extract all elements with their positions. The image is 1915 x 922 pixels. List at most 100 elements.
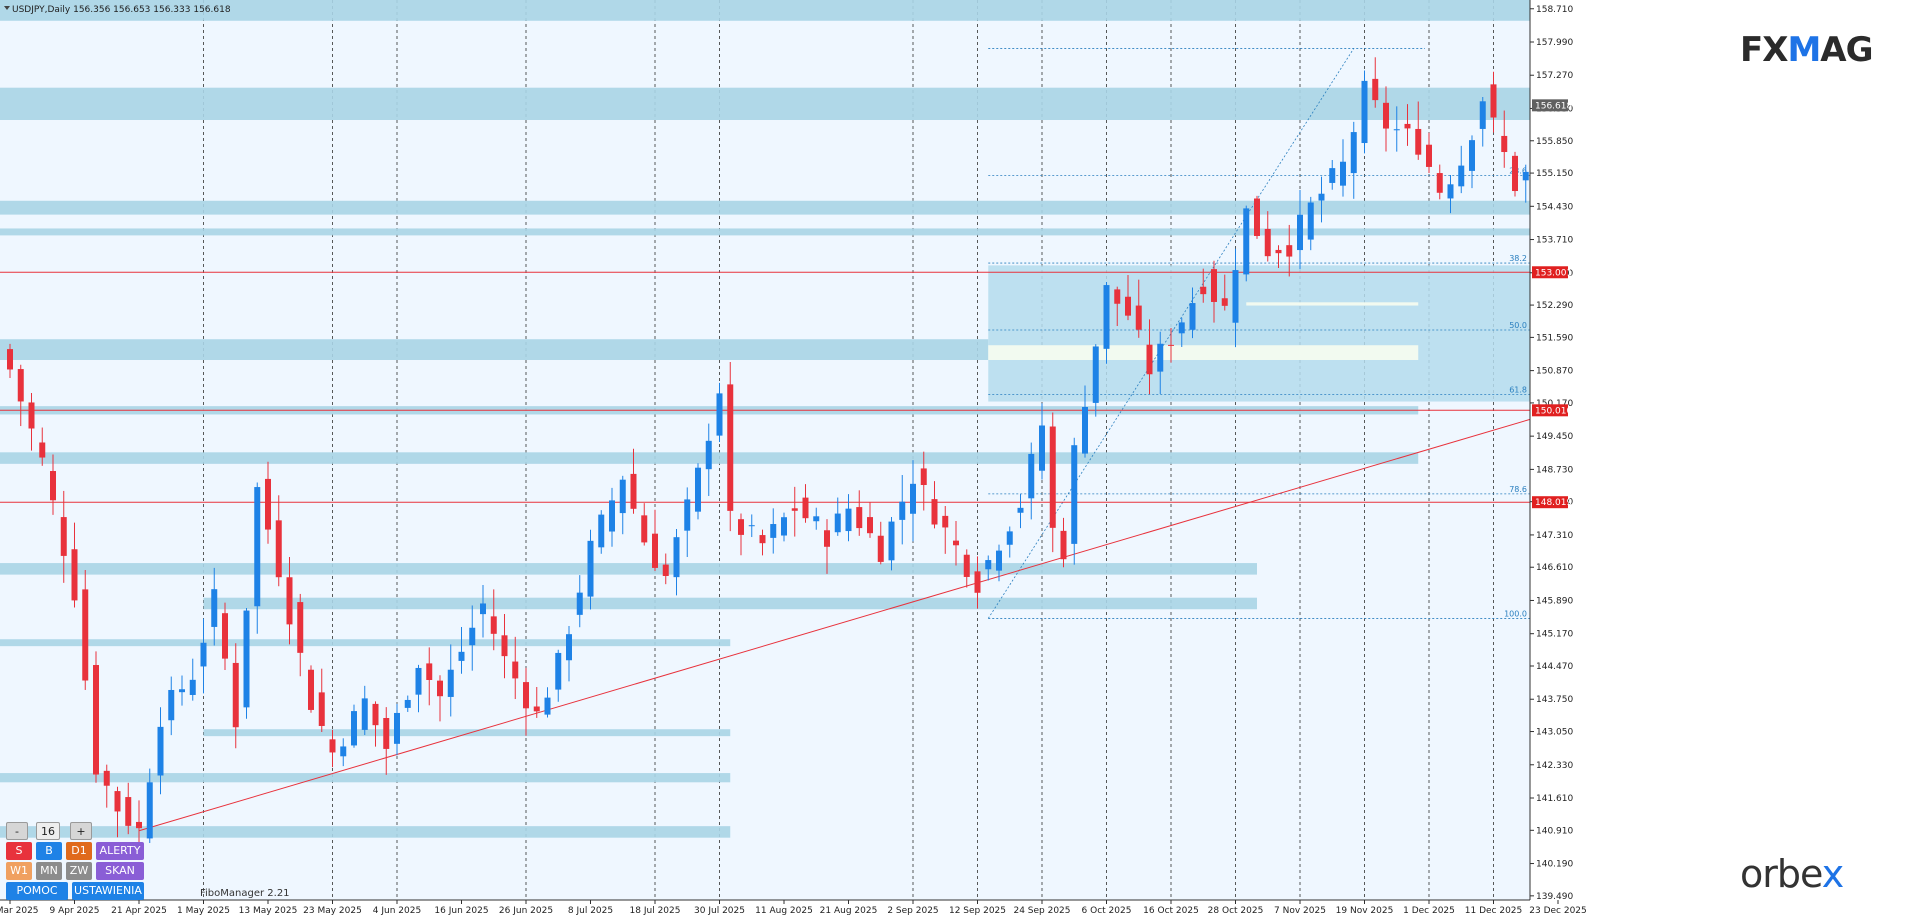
candle-body: [641, 515, 648, 543]
time-tick-label: 28 Oct 2025: [1208, 906, 1264, 916]
candle-body: [243, 610, 250, 708]
price-tick-label: 147.310: [1536, 531, 1573, 541]
candle-body: [318, 692, 325, 726]
candle-body: [888, 521, 895, 561]
price-tick-label: 139.490: [1536, 892, 1573, 902]
price-tick-label: 152.290: [1536, 301, 1573, 311]
candle-body: [920, 468, 927, 486]
candle-body: [512, 661, 519, 679]
candle-body: [609, 500, 615, 532]
candle-body: [899, 501, 906, 520]
support-resistance-zone: [0, 639, 731, 647]
sell-button[interactable]: S: [6, 842, 32, 860]
candle-body: [1393, 129, 1400, 131]
candle-body: [60, 517, 67, 556]
price-tick-label: 154.430: [1536, 202, 1573, 212]
increase-button[interactable]: +: [70, 822, 92, 840]
candle-body: [114, 791, 121, 812]
time-tick-label: 7 Nov 2025: [1274, 906, 1326, 916]
candle-body: [1114, 289, 1121, 304]
collapse-button[interactable]: ZW: [66, 862, 92, 880]
candle-body: [383, 718, 390, 749]
fibo-level-label: 50.0: [1509, 321, 1527, 330]
price-tick-label: 143.750: [1536, 695, 1573, 705]
timeframe-w1-button[interactable]: W1: [6, 862, 32, 880]
buy-button[interactable]: B: [36, 842, 62, 860]
alerts-button[interactable]: ALERTY: [96, 842, 144, 860]
candle-body: [555, 652, 562, 690]
time-tick-label: 23 Dec 2025: [1529, 906, 1587, 916]
scan-button[interactable]: SKAN: [96, 862, 144, 880]
candle-body: [619, 479, 626, 514]
price-tick-label: 150.170: [1536, 399, 1573, 409]
candle-body: [770, 524, 777, 538]
candle-body: [1243, 208, 1250, 275]
price-tag: [1532, 99, 1568, 112]
time-tick-label: 23 May 2025: [303, 906, 362, 916]
time-tick-label: 2 Sep 2025: [887, 906, 938, 916]
candle-body: [1168, 344, 1174, 346]
candle-body: [136, 821, 142, 829]
price-tag-label: 153.001: [1535, 268, 1572, 278]
candle-body: [189, 679, 196, 695]
candle-body: [1275, 249, 1282, 254]
time-tick-label: 13 May 2025: [239, 906, 298, 916]
candle-body: [813, 516, 820, 522]
candle-body: [1501, 135, 1508, 153]
time-tick-label: 16 Oct 2025: [1143, 906, 1199, 916]
settings-button[interactable]: USTAWIENIA: [72, 882, 144, 900]
price-tick-label: 158.710: [1536, 5, 1573, 15]
candle-body: [340, 746, 347, 757]
time-tick-label: 30 Jul 2025: [694, 906, 745, 916]
candle-body: [824, 530, 830, 547]
candle-body: [996, 550, 1002, 571]
fibo-level-label: 23.6: [1509, 166, 1527, 175]
help-button[interactable]: POMOC: [6, 882, 68, 900]
time-tick-label: 4 Jun 2025: [373, 906, 421, 916]
price-tag: [1532, 404, 1568, 417]
decrease-button[interactable]: -: [6, 822, 28, 840]
candle-body: [361, 698, 368, 730]
candle-body: [1028, 453, 1035, 499]
candle-body: [673, 537, 680, 578]
candle-body: [1426, 144, 1432, 167]
candle-body: [254, 487, 261, 607]
candle-body: [265, 478, 271, 530]
time-axis-background: [0, 900, 1915, 922]
fibo-level-label: 78.6: [1509, 485, 1527, 494]
candle-body: [802, 497, 809, 519]
candle-body: [394, 712, 400, 744]
candle-body: [1479, 101, 1486, 129]
time-tick-label: 6 Oct 2025: [1082, 906, 1132, 916]
fibo-inner-band: [1246, 302, 1419, 306]
price-tag-label: 150.010: [1535, 406, 1572, 416]
candle-body: [458, 651, 465, 661]
time-tick-label: 21 Apr 2025: [111, 906, 167, 916]
price-tick-label: 150.870: [1536, 367, 1573, 377]
candle-body: [1522, 171, 1529, 181]
candle-body: [953, 540, 959, 546]
candle-body: [1329, 168, 1336, 183]
candle-body: [877, 535, 884, 562]
candle-body: [415, 667, 422, 695]
candle-body: [974, 571, 981, 593]
candle-body: [985, 560, 992, 570]
candle-body: [329, 739, 336, 753]
timeframe-d1-button[interactable]: D1: [66, 842, 92, 860]
candle-body: [17, 369, 24, 402]
candle-body: [1458, 165, 1465, 187]
support-resistance-zone: [0, 87, 1530, 120]
candle-body: [1307, 202, 1314, 240]
time-tick-label: 21 Aug 2025: [820, 906, 878, 916]
candle-body: [222, 613, 228, 659]
candle-body: [1383, 102, 1389, 129]
price-tick-label: 157.270: [1536, 71, 1573, 81]
candle-body: [437, 680, 443, 697]
timeframe-mn-button[interactable]: MN: [36, 862, 62, 880]
orbex-logo: orbex: [1740, 852, 1844, 896]
price-tick-label: 143.050: [1536, 728, 1573, 738]
candle-body: [1092, 346, 1099, 403]
support-resistance-zone: [0, 200, 1530, 215]
trendline: [138, 418, 1531, 832]
candle-body: [748, 525, 755, 527]
